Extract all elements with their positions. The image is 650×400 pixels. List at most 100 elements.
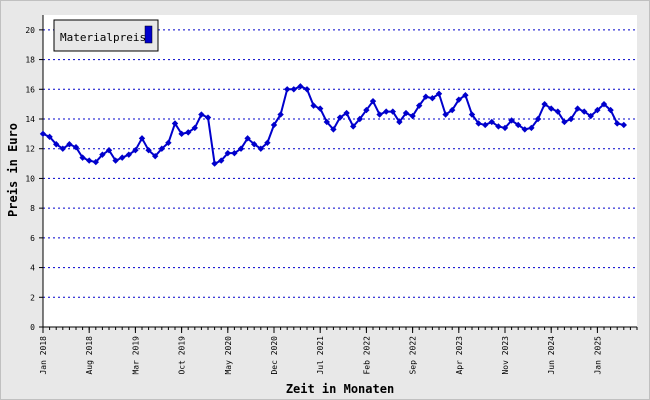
data-point (488, 118, 495, 126)
series-layer (39, 83, 627, 167)
data-point (462, 92, 469, 99)
data-point (442, 111, 449, 118)
data-point (185, 129, 192, 136)
data-point (429, 95, 436, 102)
data-point (317, 105, 324, 112)
data-point (416, 102, 423, 109)
data-point (79, 154, 86, 161)
data-point (119, 154, 126, 161)
data-point (501, 124, 509, 132)
data-point (198, 111, 205, 118)
x-tick-label-6: Jul 2021 (316, 336, 325, 375)
data-point (600, 100, 608, 108)
data-point (350, 123, 357, 130)
data-point (508, 117, 515, 124)
data-point (422, 93, 429, 100)
data-point (39, 130, 47, 138)
data-point (475, 120, 482, 127)
data-point (554, 108, 561, 115)
data-point (356, 115, 363, 123)
y-tick-label-10: 10 (25, 174, 35, 183)
data-point (303, 86, 311, 93)
data-point (587, 112, 594, 120)
x-tick-label-1: Aug 2018 (85, 336, 94, 375)
data-point (620, 121, 627, 129)
plot-area (43, 15, 637, 327)
data-point (528, 124, 535, 132)
data-point (284, 86, 291, 93)
legend-swatch-materialpreis (144, 25, 153, 44)
x-tick-label-12: Jan 2025 (593, 336, 602, 375)
data-point (409, 112, 416, 120)
data-point (257, 145, 264, 152)
data-point (86, 157, 93, 164)
data-point (99, 151, 106, 158)
data-point (112, 157, 119, 164)
x-tick-label-11: Jun 2024 (547, 336, 556, 375)
y-tick-label-18: 18 (25, 56, 35, 65)
data-point (105, 147, 113, 154)
data-point (449, 106, 456, 114)
legend-label-materialpreis: Materialpreis (60, 31, 146, 44)
data-point (59, 145, 66, 152)
data-point (165, 139, 172, 146)
data-point (191, 124, 198, 132)
x-tick-label-10: Nov 2023 (501, 336, 510, 375)
data-point (614, 120, 621, 127)
legend-box (53, 19, 159, 52)
x-tick-label-9: Apr 2023 (455, 336, 464, 375)
data-point (383, 108, 390, 115)
data-point (204, 114, 212, 121)
data-point (270, 121, 278, 129)
data-point (290, 86, 297, 93)
y-tick-label-6: 6 (30, 234, 35, 243)
y-tick-label-8: 8 (30, 204, 35, 213)
y-tick-label-16: 16 (25, 85, 35, 94)
data-point (336, 114, 344, 121)
data-point (171, 120, 179, 127)
legend: Materialpreis (53, 19, 159, 52)
y-tick-label-14: 14 (25, 115, 35, 124)
data-point (92, 158, 99, 166)
data-point (237, 145, 245, 152)
data-point (548, 105, 555, 112)
data-point (402, 109, 410, 117)
data-point (46, 133, 53, 141)
data-point (455, 96, 462, 103)
x-tick-label-8: Sep 2022 (409, 336, 418, 375)
data-point (125, 151, 132, 158)
x-tick-label-7: Feb 2022 (362, 336, 371, 375)
x-tick-label-4: May 2020 (224, 336, 233, 375)
data-point (323, 118, 330, 126)
data-point (132, 147, 139, 154)
x-axis-label: Zeit in Monaten (286, 382, 394, 396)
data-point (561, 118, 568, 126)
data-point (310, 102, 317, 109)
data-point (369, 97, 377, 105)
data-point (138, 135, 146, 142)
data-point (66, 141, 73, 148)
data-point (567, 115, 575, 123)
data-point (607, 106, 614, 114)
y-tick-label-4: 4 (30, 264, 35, 273)
data-point (72, 144, 80, 151)
data-point (343, 109, 350, 117)
data-point (224, 149, 231, 157)
y-tick-label-2: 2 (30, 293, 35, 302)
data-point (297, 83, 304, 90)
data-point (521, 126, 528, 133)
y-tick-label-0: 0 (30, 323, 35, 332)
data-point (231, 149, 238, 157)
data-point (594, 106, 601, 114)
y-tick-label-20: 20 (25, 26, 35, 35)
data-point (363, 106, 370, 114)
x-tick-label-0: Jan 2018 (39, 336, 48, 375)
data-point (495, 123, 502, 130)
data-point (152, 152, 159, 160)
data-point (251, 141, 258, 148)
data-point (389, 108, 396, 115)
x-tick-label-3: Oct 2019 (178, 336, 187, 375)
data-point (574, 105, 581, 112)
